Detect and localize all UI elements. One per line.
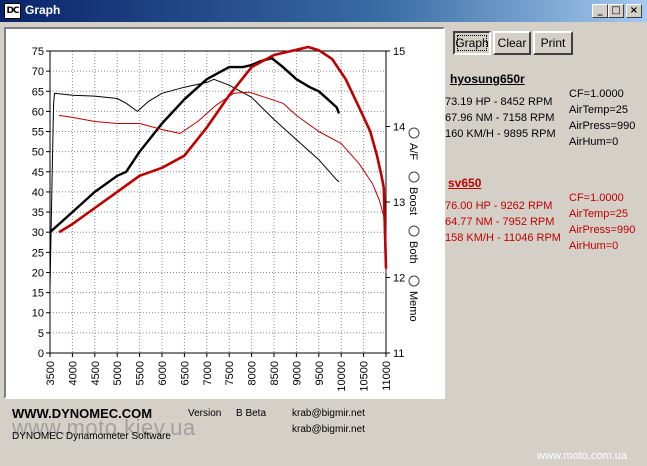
radio-button-circle[interactable] <box>408 171 420 183</box>
series-sv650-power <box>58 45 388 269</box>
radio-label: A/F <box>407 143 419 160</box>
clear-button[interactable]: Clear <box>493 31 531 55</box>
footer-logo: WWW.DYNOMEC.COM <box>12 406 153 421</box>
radio-button-circle[interactable] <box>408 127 420 139</box>
x-tick-label: 8500 <box>269 361 281 385</box>
run2-airtemp: AirTemp=25 <box>569 208 629 220</box>
run1-airpress: AirPress=990 <box>569 120 636 132</box>
graph-button[interactable]: Graph <box>453 31 491 55</box>
close-button[interactable]: × <box>626 4 642 18</box>
run2-speed: 158 KM/H - 11046 RPM <box>445 232 561 244</box>
run2-airhum: AirHum=0 <box>569 240 619 252</box>
minimize-button[interactable]: _ <box>592 4 608 18</box>
window-title: Graph <box>25 3 61 17</box>
y-tick-label-right: 13 <box>393 197 405 209</box>
series-sv650-torque <box>58 91 387 273</box>
run2-hp: 76.00 HP - 9262 RPM <box>445 200 553 212</box>
y-tick-label-left: 45 <box>32 167 44 179</box>
y-tick-label-left: 55 <box>32 127 44 139</box>
x-tick-label: 10500 <box>359 361 371 392</box>
run2-nm: 64.77 NM - 7952 RPM <box>445 216 555 228</box>
radio-label: Boost <box>407 187 419 215</box>
series-hyosung650r-torque <box>49 78 340 289</box>
email-1: krab@bigmir.net <box>292 408 365 419</box>
footer-subtitle: DYNOMEC Dynamometer Software <box>12 431 171 442</box>
y-tick-label-left: 70 <box>32 66 44 78</box>
print-button[interactable]: Print <box>533 31 573 55</box>
radio-button-circle[interactable] <box>408 225 420 237</box>
y-tick-label-left: 5 <box>38 328 44 340</box>
x-tick-label: 4000 <box>67 361 79 385</box>
run1-hp: 73.19 HP - 8452 RPM <box>445 96 553 108</box>
series-hyosung650r-power <box>49 57 341 234</box>
version-value: B Beta <box>236 408 267 419</box>
y-tick-label-left: 75 <box>32 46 44 58</box>
x-tick-label: 7500 <box>224 361 236 385</box>
run1-nm: 67.96 NM - 7158 RPM <box>445 112 555 124</box>
dyno-chart: 0 5 10 15 20 25 30 35 40 45 50 55 60 65 70 75 11 12 13 14 15… <box>32 45 420 392</box>
x-tick-label: 9000 <box>291 361 303 385</box>
run1-speed: 160 KM/H - 9895 RPM <box>445 128 556 140</box>
y-tick-label-left: 25 <box>32 247 44 259</box>
app-icon: DC <box>4 3 21 19</box>
y-tick-label-left: 40 <box>32 187 44 199</box>
run1-airhum: AirHum=0 <box>569 136 619 148</box>
x-tick-label: 7000 <box>202 361 214 385</box>
run1-airtemp: AirTemp=25 <box>569 104 629 116</box>
radio-memo[interactable]: Memo <box>407 275 420 322</box>
y-tick-label-left: 15 <box>32 288 44 300</box>
version-label: Version <box>188 408 222 419</box>
y-tick-label-left: 20 <box>32 267 44 279</box>
y-tick-label-left: 50 <box>32 147 44 159</box>
radio-af[interactable]: A/F <box>407 127 420 160</box>
y-tick-label-right: 12 <box>393 273 405 285</box>
run2-airpress: AirPress=990 <box>569 224 636 236</box>
radio-both[interactable]: Both <box>407 225 420 264</box>
y-tick-label-right: 11 <box>393 348 404 360</box>
x-tick-label: 4500 <box>90 361 102 385</box>
run-name-2[interactable]: sv650 <box>448 176 482 190</box>
x-tick-label: 8000 <box>247 361 259 385</box>
y-tick-label-left: 60 <box>32 106 44 118</box>
run1-cf: CF=1.0000 <box>569 88 624 100</box>
y-tick-label-right: 14 <box>393 122 405 134</box>
x-tick-label: 3500 <box>45 361 57 385</box>
x-tick-label: 10000 <box>336 361 348 392</box>
watermark-left: www.moto.kiev.ua <box>12 415 196 440</box>
radio-label: Both <box>407 241 419 264</box>
y-tick-label-left: 35 <box>32 207 44 219</box>
x-tick-label: 5500 <box>135 361 147 385</box>
maximize-button[interactable]: □ <box>608 4 624 18</box>
email-2: krab@bigmir.net <box>292 424 365 435</box>
x-tick-label: 11000 <box>381 361 393 391</box>
title-bar[interactable]: DC Graph _ □ × <box>0 0 647 22</box>
radio-button-circle[interactable] <box>408 275 420 287</box>
x-tick-label: 6000 <box>157 361 169 385</box>
x-tick-label: 5000 <box>112 361 124 385</box>
x-tick-label: 9500 <box>314 361 326 385</box>
run-name-1[interactable]: hyosung650r <box>450 72 525 86</box>
watermark-right: www.moto.com.ua <box>537 450 627 462</box>
y-tick-label-left: 65 <box>32 86 44 98</box>
run2-cf: CF=1.0000 <box>569 192 624 204</box>
y-tick-label-left: 10 <box>32 308 44 320</box>
radio-boost[interactable]: Boost <box>407 171 420 215</box>
radio-label: Memo <box>407 291 419 322</box>
y-tick-label-right: 15 <box>393 46 405 58</box>
y-tick-label-left: 30 <box>32 227 44 239</box>
x-tick-label: 6500 <box>179 361 191 385</box>
chart-panel: 0 5 10 15 20 25 30 35 40 45 50 55 60 65 70 75 11 12 13 14 15… <box>4 27 445 399</box>
y-tick-label-left: 0 <box>38 348 44 360</box>
